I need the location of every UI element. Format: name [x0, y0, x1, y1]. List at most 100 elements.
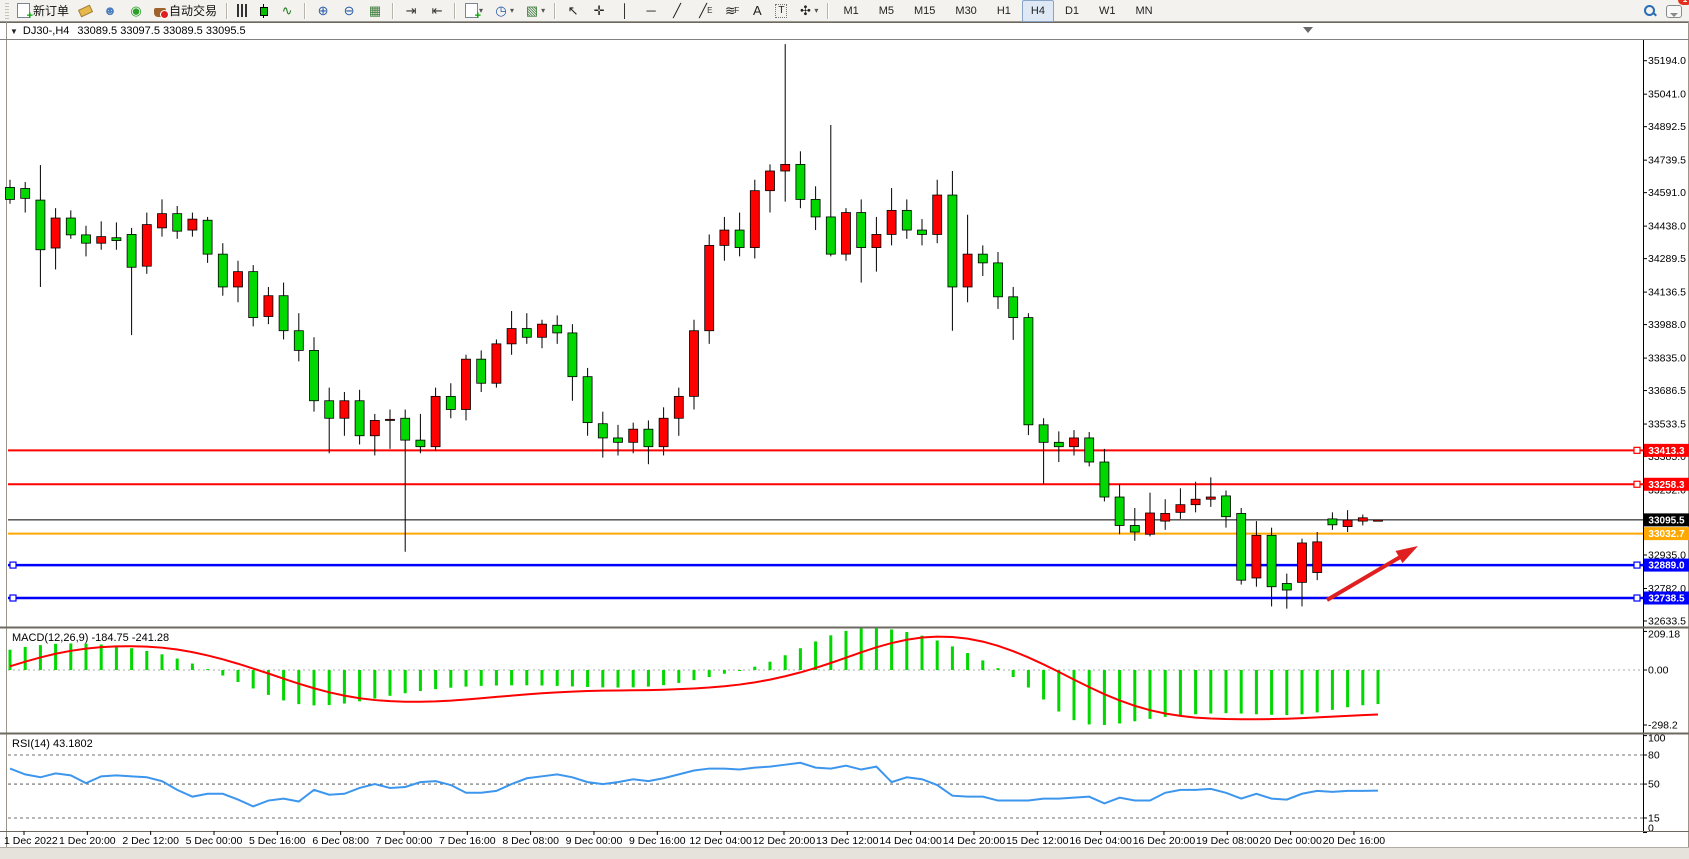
chart-profile-icon: ▧: [525, 2, 539, 18]
signals-button[interactable]: ◉: [124, 0, 148, 22]
price-chart: 35194.0 35041.0 34892.5 34739.5 34591.0 34438…: [0, 22, 1689, 859]
price-lines-layer: [8, 446, 1643, 602]
autotrading-icon: [154, 7, 170, 19]
bottom-strip: [0, 848, 1689, 859]
notifications-icon: [1666, 5, 1682, 18]
notifications-button[interactable]: 1: [1662, 0, 1689, 22]
periods-icon: ◷: [495, 2, 507, 18]
new-order-button[interactable]: 新订单: [13, 0, 73, 22]
candlestick-chart-icon: [258, 3, 269, 18]
arrows-tool-button[interactable]: ✣ ▾: [793, 0, 822, 22]
line-chart-button[interactable]: ∿: [275, 0, 299, 22]
bar-chart-icon: [237, 4, 249, 17]
auto-scroll-button[interactable]: ⇤: [425, 0, 449, 22]
svg-text:0.00: 0.00: [1648, 665, 1669, 677]
svg-text:16 Dec 20:00: 16 Dec 20:00: [1133, 835, 1196, 847]
timeframe-h1-button[interactable]: H1: [988, 0, 1020, 22]
svg-text:33835.0: 33835.0: [1648, 353, 1686, 365]
symbol-dropdown-icon[interactable]: ▼: [10, 26, 18, 36]
svg-text:12 Dec 20:00: 12 Dec 20:00: [753, 835, 816, 847]
timeframe-m5-button[interactable]: M5: [870, 0, 903, 22]
macd-panel: 209.18 0.00 -298.2: [8, 628, 1680, 731]
svg-text:6 Dec 08:00: 6 Dec 08:00: [312, 835, 369, 847]
zoom-out-button[interactable]: ⊖: [337, 0, 361, 22]
timeframe-d1-button-label: D1: [1064, 4, 1079, 17]
expert-advisors-button[interactable]: ☻: [98, 0, 122, 22]
new-order-button-label: 新订单: [33, 4, 70, 18]
svg-text:80: 80: [1648, 750, 1660, 762]
main-toolbar: 新订单☻◉自动交易∿⊕⊖▦⇥⇤▾◷▾▧▾↖✛│─╱╱E≋FAT✣▾M1M5M15…: [0, 0, 1689, 22]
new-chart-button[interactable]: ▾: [461, 0, 487, 22]
line-handle[interactable]: [1633, 446, 1641, 454]
svg-text:2 Dec 12:00: 2 Dec 12:00: [122, 835, 179, 847]
line-handle[interactable]: [1633, 594, 1641, 602]
rsi-indicator-label: RSI(14) 43.1802: [12, 738, 93, 750]
timeframe-m30-button[interactable]: M30: [946, 0, 985, 22]
line-chart-icon: ∿: [281, 2, 293, 18]
cursor-tool-button[interactable]: ↖: [561, 0, 585, 22]
zoom-in-button[interactable]: ⊕: [311, 0, 335, 22]
candlestick-chart-button[interactable]: [254, 0, 273, 22]
svg-text:16 Dec 04:00: 16 Dec 04:00: [1069, 835, 1132, 847]
periods-button[interactable]: ◷ ▾: [489, 0, 518, 22]
timeframe-m15-button[interactable]: M15: [905, 0, 944, 22]
svg-text:8 Dec 08:00: 8 Dec 08:00: [502, 835, 559, 847]
crosshair-tool-icon: ✛: [593, 2, 605, 18]
text-label-tool-icon: T: [775, 3, 788, 18]
svg-text:5 Dec 16:00: 5 Dec 16:00: [249, 835, 306, 847]
line-handle[interactable]: [9, 561, 17, 569]
trendline-tool-button[interactable]: ╱: [665, 0, 689, 22]
arrows-tool-icon: ✣: [799, 2, 811, 18]
svg-text:34136.5: 34136.5: [1648, 287, 1686, 299]
search-button[interactable]: [1640, 0, 1660, 22]
chart-shift-button[interactable]: ⇥: [399, 0, 423, 22]
trend-arrow-annotation[interactable]: [1325, 546, 1418, 602]
svg-text:33032.7: 33032.7: [1648, 529, 1685, 540]
svg-text:15: 15: [1648, 812, 1660, 824]
svg-text:9 Dec 00:00: 9 Dec 00:00: [566, 835, 623, 847]
vertical-line-tool-button[interactable]: │: [613, 0, 637, 22]
chart-shift-marker[interactable]: [1303, 27, 1313, 33]
toolbar-separator: [304, 2, 307, 19]
dropdown-arrow-icon: ▾: [510, 6, 515, 15]
crosshair-tool-button[interactable]: ✛: [587, 0, 611, 22]
svg-text:32633.5: 32633.5: [1648, 615, 1686, 627]
new-order-icon: [17, 3, 33, 22]
dropdown-arrow-icon: ▾: [814, 6, 819, 15]
timeframe-m1-button[interactable]: M1: [834, 0, 867, 22]
toolbar-separator: [392, 2, 395, 19]
eraser-tool-button[interactable]: [75, 0, 96, 22]
timeframe-d1-button[interactable]: D1: [1056, 0, 1088, 22]
svg-text:15 Dec 12:00: 15 Dec 12:00: [1006, 835, 1069, 847]
svg-text:14 Dec 04:00: 14 Dec 04:00: [879, 835, 942, 847]
chart-window: 35194.0 35041.0 34892.5 34739.5 34591.0 34438…: [0, 22, 1689, 859]
text-label-tool-button[interactable]: T: [771, 0, 791, 22]
horizontal-line-tool-button[interactable]: ─: [639, 0, 663, 22]
cursor-tool-icon: ↖: [567, 2, 579, 18]
line-handle[interactable]: [9, 594, 17, 602]
svg-text:7 Dec 16:00: 7 Dec 16:00: [439, 835, 496, 847]
autotrading-button[interactable]: 自动交易: [150, 0, 221, 22]
timeframe-w1-button[interactable]: W1: [1090, 0, 1125, 22]
bar-chart-button[interactable]: [233, 0, 252, 22]
autotrading-button-label: 自动交易: [169, 4, 218, 18]
equidistant-channel-tool-button[interactable]: ╱ E: [691, 0, 716, 22]
timeframe-mn-button[interactable]: MN: [1127, 0, 1162, 22]
tile-windows-button[interactable]: ▦: [363, 0, 387, 22]
line-handle[interactable]: [1633, 480, 1641, 488]
timeframe-w1-button-label: W1: [1099, 4, 1116, 17]
fibonacci-tool-button[interactable]: ≋ F: [718, 0, 743, 22]
svg-text:33258.3: 33258.3: [1648, 480, 1685, 491]
search-icon: [1644, 4, 1656, 17]
horizontal-line-tool-icon: ─: [646, 2, 656, 18]
svg-text:100: 100: [1648, 733, 1666, 745]
chart-profile-button[interactable]: ▧ ▾: [520, 0, 549, 22]
text-tool-button[interactable]: A: [745, 0, 769, 22]
svg-text:13 Dec 12:00: 13 Dec 12:00: [816, 835, 879, 847]
timeframe-h4-button[interactable]: H4: [1021, 0, 1054, 22]
line-handle[interactable]: [1633, 561, 1641, 569]
symbol-timeframe: DJ30-,H4: [22, 25, 70, 37]
timeframe-h4-button-label: H4: [1030, 4, 1045, 17]
timeframe-m15-button-label: M15: [914, 4, 936, 17]
